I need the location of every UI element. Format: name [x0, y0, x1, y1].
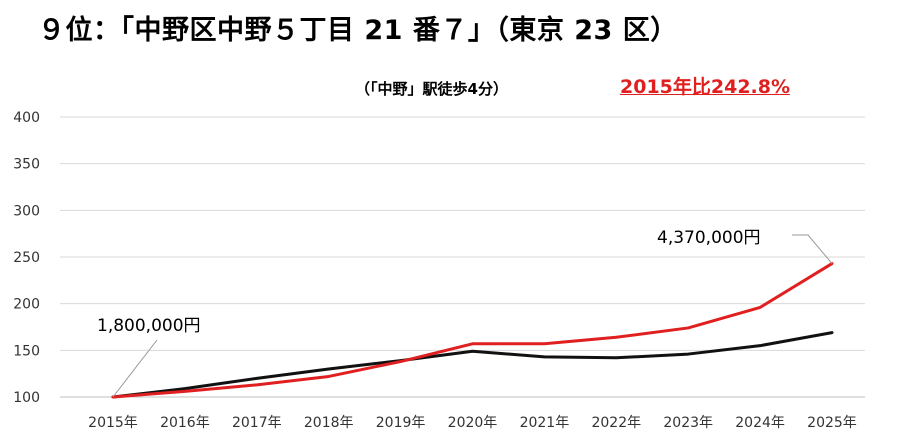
annotation-leader-start	[112, 339, 158, 398]
y-tick-label: 100	[13, 390, 40, 406]
growth-label: 2015年比242.8%	[620, 76, 791, 98]
x-tick-label: 2019年	[376, 415, 426, 431]
annotation-start-price: 1,800,000円	[97, 316, 201, 336]
grid-lines	[60, 116, 865, 398]
series-line-0	[111, 262, 834, 399]
x-tick-label: 2021年	[520, 415, 570, 431]
y-tick-label: 350	[13, 157, 40, 173]
annotation-leader-end	[792, 234, 833, 264]
x-tick-label: 2024年	[735, 415, 785, 431]
x-tick-label: 2018年	[304, 415, 354, 431]
chart-subtitle: （「中野」駅徒歩4分）	[355, 80, 508, 98]
y-tick-label: 150	[13, 343, 40, 359]
y-tick-label: 400	[13, 110, 40, 126]
series-group	[111, 262, 834, 399]
x-tick-label: 2020年	[448, 415, 498, 431]
page-title: ９位：「中野区中野５丁目 21 番７」（東京 23 区）	[38, 15, 678, 46]
annotation-end-price: 4,370,000円	[657, 228, 761, 248]
x-tick-label: 2025年	[807, 415, 857, 431]
x-tick-label: 2016年	[160, 415, 210, 431]
annotations: 1,800,000円 4,370,000円	[97, 228, 833, 398]
y-tick-label: 200	[13, 297, 40, 313]
x-tick-label: 2022年	[591, 415, 641, 431]
y-tick-label: 300	[13, 203, 40, 219]
x-axis-ticks: 2015年 2016年 2017年 2018年 2019年 2020年 2021年 2022年…	[88, 415, 857, 431]
y-tick-label: 250	[13, 250, 40, 266]
x-tick-label: 2015年	[88, 415, 138, 431]
y-axis-ticks: 100 150 200 250 300 350 400	[13, 110, 40, 406]
x-tick-label: 2017年	[232, 415, 282, 431]
x-tick-label: 2023年	[663, 415, 713, 431]
